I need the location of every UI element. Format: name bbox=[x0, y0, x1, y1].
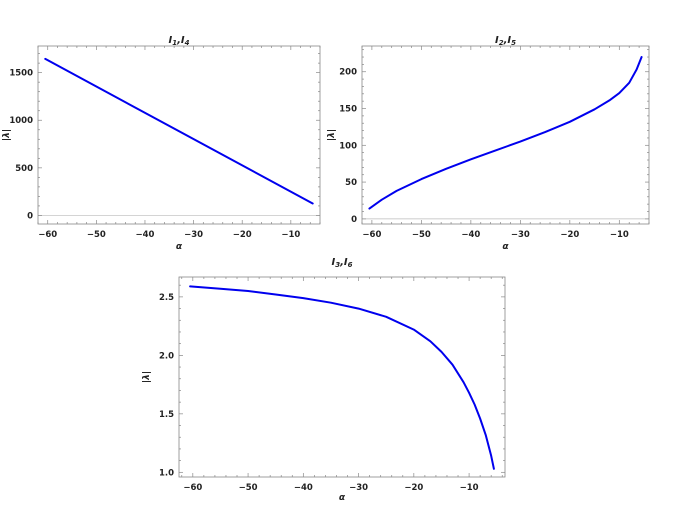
y-tick-label: 1.0 bbox=[159, 468, 174, 478]
x-tick-label: −50 bbox=[412, 230, 431, 240]
x-tick-label: −10 bbox=[610, 230, 629, 240]
x-tick-label: −60 bbox=[38, 230, 57, 240]
y-tick-label: 500 bbox=[15, 164, 33, 174]
chart-title: I3,I6 bbox=[331, 257, 352, 269]
title-text: I bbox=[168, 35, 172, 46]
y-tick-label: 0 bbox=[351, 215, 357, 225]
y-tick-label: 50 bbox=[345, 178, 357, 188]
y-tick-label: 1.5 bbox=[159, 410, 174, 420]
x-tick-label: −60 bbox=[362, 230, 381, 240]
title-text: ,I bbox=[503, 35, 512, 46]
x-tick-label: −50 bbox=[239, 483, 258, 493]
series-line-1 bbox=[189, 285, 495, 470]
series-line-1 bbox=[44, 57, 314, 205]
chart-panel-3: −60 −50 −40 −30 −20 −10 1.0 1.5 2.0 2.5 I3,I6 α |λ| bbox=[142, 257, 506, 503]
x-tick-label: −20 bbox=[404, 483, 423, 493]
y-tick-label: 1500 bbox=[9, 69, 33, 79]
title-subscript: 6 bbox=[348, 261, 353, 269]
y-tick-label: 150 bbox=[339, 105, 357, 115]
title-subscript: 3 bbox=[335, 261, 340, 269]
y-tick-label: 200 bbox=[339, 68, 357, 78]
series-line-1 bbox=[368, 56, 643, 210]
x-axis-label: α bbox=[339, 493, 346, 503]
chart-title: I2,I5 bbox=[495, 35, 516, 47]
title-text: ,I bbox=[339, 257, 348, 268]
x-tick-label: −40 bbox=[294, 483, 313, 493]
y-tick-label: 0 bbox=[27, 211, 33, 221]
x-tick-label: −40 bbox=[135, 230, 154, 240]
y-tick-label: 100 bbox=[339, 141, 357, 151]
chart-panel-2: −60 −50 −40 −30 −20 −10 0 50 100 150 200 I2,I5 α |λ| bbox=[327, 35, 650, 252]
y-tick-label: 1000 bbox=[9, 116, 33, 126]
x-tick-label: −50 bbox=[87, 230, 106, 240]
x-axis-label: α bbox=[502, 242, 509, 252]
x-tick-label: −40 bbox=[461, 230, 480, 240]
title-text: I bbox=[495, 35, 499, 46]
title-text: ,I bbox=[176, 35, 185, 46]
x-axis-label: α bbox=[176, 242, 183, 252]
chart-panel-1: −60 −50 −40 −30 −20 −10 0 500 1000 1500 I1,I4 α |λ| bbox=[2, 35, 321, 252]
y-tick-label: 2.0 bbox=[159, 351, 174, 361]
plot-frame bbox=[361, 45, 650, 225]
x-tick-label: −30 bbox=[349, 483, 368, 493]
plot-frame bbox=[178, 276, 506, 478]
title-subscript: 1 bbox=[172, 39, 177, 47]
x-tick-label: −10 bbox=[460, 483, 479, 493]
x-tick-label: −20 bbox=[560, 230, 579, 240]
title-text: I bbox=[331, 257, 335, 268]
x-tick-label: −60 bbox=[183, 483, 202, 493]
x-tick-label: −30 bbox=[184, 230, 203, 240]
x-tick-label: −20 bbox=[233, 230, 252, 240]
x-tick-label: −30 bbox=[511, 230, 530, 240]
y-tick-label: 2.5 bbox=[159, 293, 174, 303]
plot-frame bbox=[37, 45, 321, 225]
chart-title: I1,I4 bbox=[168, 35, 189, 47]
title-subscript: 2 bbox=[499, 39, 504, 47]
y-axis-label: |λ| bbox=[2, 129, 12, 141]
title-subscript: 5 bbox=[511, 39, 516, 47]
y-axis-label: |λ| bbox=[327, 129, 337, 141]
title-subscript: 4 bbox=[185, 39, 190, 47]
y-axis-label: |λ| bbox=[142, 371, 152, 383]
x-tick-label: −10 bbox=[281, 230, 300, 240]
